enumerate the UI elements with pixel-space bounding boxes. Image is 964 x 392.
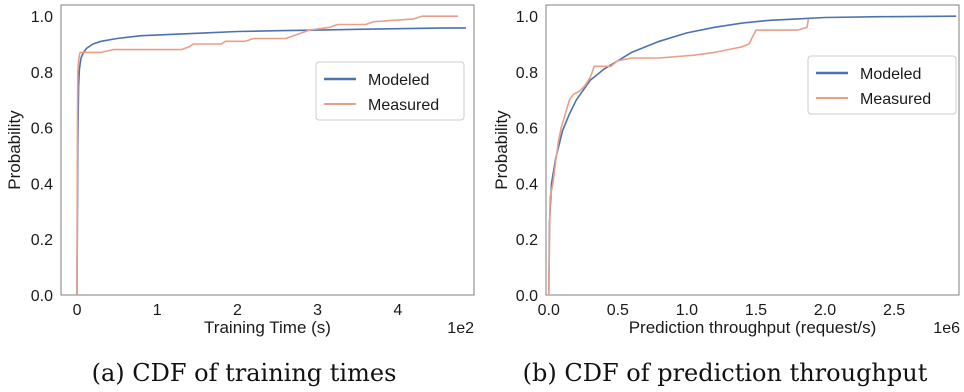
y-tick-label: 1.0 xyxy=(31,9,53,26)
series-line-measured xyxy=(548,18,810,296)
series-lines xyxy=(76,15,467,296)
x-tick-label: 1 xyxy=(153,302,162,319)
x-axis-offset-text: 1e2 xyxy=(447,320,474,337)
y-tick-label: 0.0 xyxy=(516,288,538,305)
y-tick-label: 0.2 xyxy=(31,232,53,249)
y-tick-label: 0.8 xyxy=(516,65,538,82)
x-tick-label: 2 xyxy=(233,302,242,319)
y-tick-label: 0.6 xyxy=(31,121,53,138)
y-tick-label: 0.0 xyxy=(31,288,53,305)
caption-a: (a) CDF of training times xyxy=(92,359,397,387)
x-tick-label: 1.5 xyxy=(745,302,767,319)
x-tick-label: 0.5 xyxy=(607,302,629,319)
chart-training-time-cdf: 0.0 0.2 0.4 0.6 0.8 1.0 0 1 2 3 4 Modeled Measured… xyxy=(5,4,475,337)
series-line-measured xyxy=(76,15,458,296)
chart-prediction-throughput-cdf: 0.0 0.2 0.4 0.6 0.8 1.0 0.0 0.5 1.0 1.5 2.0 2.5 Mo… xyxy=(492,4,960,337)
y-axis-label: Probability xyxy=(492,110,511,190)
x-axis-offset-text: 1e6 xyxy=(933,320,960,337)
y-axis-label: Probability xyxy=(5,110,24,190)
series-lines xyxy=(548,15,957,296)
legend-box xyxy=(807,55,957,115)
legend-label-modeled: Modeled xyxy=(368,72,429,89)
x-axis-label: Prediction throughput (request/s) xyxy=(629,318,877,337)
x-tick-label: 4 xyxy=(393,302,402,319)
legend-label-measured: Measured xyxy=(860,91,931,108)
y-axis-ticks: 0.0 0.2 0.4 0.6 0.8 1.0 xyxy=(31,9,53,305)
legend: Modeled Measured xyxy=(807,55,957,115)
legend-box xyxy=(315,61,465,121)
y-axis-ticks: 0.0 0.2 0.4 0.6 0.8 1.0 xyxy=(516,9,538,305)
legend-label-modeled: Modeled xyxy=(860,66,921,83)
x-tick-label: 2.5 xyxy=(883,302,905,319)
x-tick-label: 1.0 xyxy=(676,302,698,319)
y-tick-label: 0.8 xyxy=(31,65,53,82)
plot-frame xyxy=(60,4,475,296)
x-axis-label: Training Time (s) xyxy=(204,318,331,337)
y-tick-label: 0.4 xyxy=(31,176,53,193)
legend-label-measured: Measured xyxy=(368,97,439,114)
x-tick-label: 0.0 xyxy=(538,302,560,319)
legend: Modeled Measured xyxy=(315,61,465,121)
y-tick-label: 1.0 xyxy=(516,9,538,26)
x-axis-ticks: 0.0 0.5 1.0 1.5 2.0 2.5 xyxy=(538,302,906,319)
y-tick-label: 0.6 xyxy=(516,121,538,138)
caption-b: (b) CDF of prediction throughput xyxy=(523,359,928,387)
x-axis-ticks: 0 1 2 3 4 xyxy=(73,302,403,319)
x-tick-label: 0 xyxy=(73,302,82,319)
series-line-modeled xyxy=(76,27,467,296)
plot-frame xyxy=(545,4,960,296)
y-tick-label: 0.2 xyxy=(516,232,538,249)
x-tick-label: 3 xyxy=(313,302,322,319)
x-tick-label: 2.0 xyxy=(814,302,836,319)
y-tick-label: 0.4 xyxy=(516,176,538,193)
